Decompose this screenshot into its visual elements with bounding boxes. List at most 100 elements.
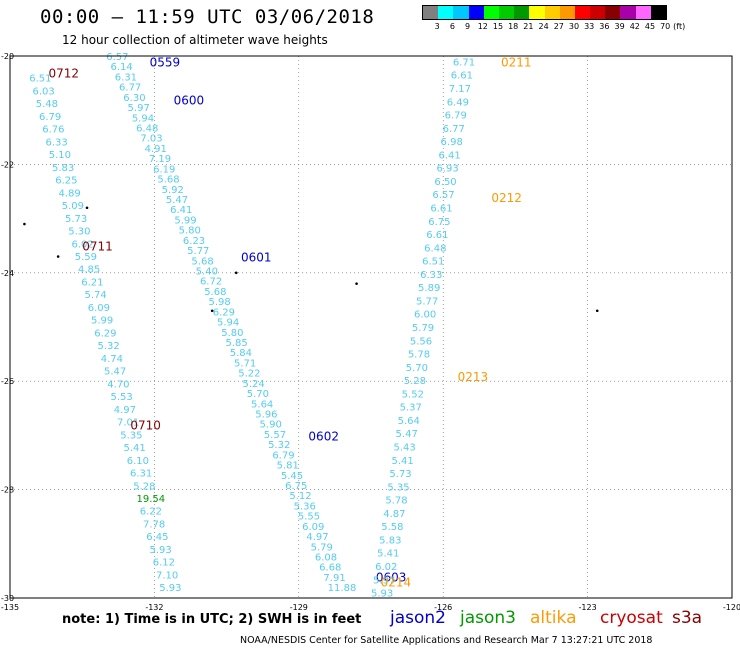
- scale-label: 27: [553, 22, 564, 31]
- scale-label: 33: [584, 22, 595, 31]
- track-time-label: 0559: [150, 55, 181, 69]
- wave-height-value: 7.10: [156, 570, 178, 581]
- wave-height-value: 5.64: [251, 399, 273, 410]
- wave-height-value: 6.77: [119, 83, 141, 94]
- wave-height-value: 6.00: [414, 310, 436, 321]
- lat-tick-label: -24: [1, 269, 14, 278]
- wave-height-value: 6.23: [183, 236, 205, 247]
- wave-height-value: 5.56: [410, 336, 432, 347]
- wave-height-value: 6.75: [428, 217, 450, 228]
- wave-height-value: 4.85: [78, 265, 100, 276]
- wave-height-value: 5.47: [104, 367, 126, 378]
- wave-height-value: 5.70: [247, 389, 269, 400]
- legend-cryosat: cryosat: [600, 608, 663, 628]
- island-marker: [56, 255, 60, 258]
- wave-height-value: 4.91: [145, 144, 167, 155]
- wave-height-value: 6.08: [315, 553, 337, 564]
- wave-height-value: 6.50: [434, 177, 456, 188]
- wave-height-value: 4.97: [306, 532, 328, 543]
- wave-height-value: 6.10: [127, 456, 149, 467]
- scale-swatch-10: [574, 6, 591, 19]
- wave-height-value: 5.37: [400, 403, 422, 414]
- scale-label: 36: [599, 22, 610, 31]
- scale-swatch-13: [620, 6, 636, 19]
- wave-height-value: 6.09: [302, 522, 324, 533]
- scale-swatch-4: [483, 6, 499, 19]
- wave-height-value: 5.71: [234, 358, 256, 369]
- wave-height-value: 6.72: [200, 277, 222, 288]
- scale-label: 12: [477, 22, 488, 31]
- wave-height-value: 6.79: [39, 112, 61, 123]
- track-time-label: 0600: [174, 93, 205, 107]
- track-time-label: 0602: [308, 429, 339, 443]
- wave-height-value: 6.02: [375, 562, 397, 573]
- wave-height-value: 5.73: [65, 214, 87, 225]
- wave-height-value: 5.57: [264, 430, 286, 441]
- wave-height-value: 5.83: [52, 163, 74, 174]
- wave-height-value: 6.41: [170, 205, 192, 216]
- lat-tick-label: -26: [1, 377, 14, 386]
- scale-label: 39: [614, 22, 625, 31]
- scale-label: (ft): [673, 22, 686, 31]
- wave-height-value: 5.96: [255, 410, 277, 421]
- wave-height-value: 5.32: [268, 440, 290, 451]
- island-marker: [234, 271, 238, 275]
- island-marker: [355, 282, 358, 285]
- wave-height-value: 6.09: [88, 303, 110, 314]
- wave-height-value: 7.19: [149, 154, 171, 165]
- lon-tick-label: -132: [145, 603, 163, 612]
- wave-height-value: 6.61: [426, 230, 448, 241]
- lat-tick-label: -30: [1, 594, 14, 603]
- footnote: note: 1) Time is in UTC; 2) SWH is in fe…: [62, 612, 362, 627]
- wave-height-value: 6.61: [430, 203, 452, 214]
- wave-height-value: 5.36: [294, 501, 316, 512]
- wave-height-value: 5.35: [120, 430, 142, 441]
- wave-height-value: 5.53: [110, 392, 132, 403]
- lon-tick-label: -129: [290, 603, 308, 612]
- wave-height-value: 6.41: [439, 150, 461, 161]
- wave-height-value: 7.03: [140, 134, 162, 145]
- wave-height-value: 6.68: [319, 563, 341, 574]
- scale-label: 70: [660, 22, 671, 31]
- wave-height-value: 5.79: [412, 323, 434, 334]
- wave-height-value: 5.70: [406, 363, 428, 374]
- track-time-label: 0710: [130, 419, 161, 433]
- wave-height-value: 6.45: [146, 532, 168, 543]
- wave-height-value: 5.93: [159, 583, 181, 594]
- wave-height-value: 5.30: [68, 227, 90, 238]
- wave-height-value: 5.90: [260, 420, 282, 431]
- wave-height-value: 6.48: [424, 243, 446, 254]
- wave-height-value: 5.59: [75, 252, 97, 263]
- wave-height-value: 6.75: [285, 481, 307, 492]
- legend-altika: altika: [530, 608, 577, 628]
- wave-height-value: 5.45: [281, 471, 303, 482]
- scale-swatch-12: [605, 6, 621, 19]
- scale-swatch-7: [529, 6, 545, 19]
- scale-label: 9: [465, 22, 471, 31]
- scale-swatch-3: [468, 6, 484, 19]
- wave-height-value: 6.48: [136, 124, 158, 135]
- map-frame: [9, 55, 733, 599]
- scale-swatch-2: [453, 6, 469, 19]
- wave-height-value: 6.22: [140, 507, 162, 518]
- scale-swatch-8: [544, 6, 560, 19]
- wave-height-value: 6.19: [153, 164, 175, 175]
- wave-height-value: 19.54: [136, 494, 165, 505]
- wave-height-value: 5.47: [166, 195, 188, 206]
- wave-height-value: 7.01: [117, 418, 139, 429]
- wave-height-value: 5.93: [371, 589, 393, 600]
- wave-height-value: 6.93: [436, 164, 458, 175]
- wave-height-value: 6.02: [71, 239, 93, 250]
- wave-height-value: 5.85: [225, 338, 247, 349]
- scale-label: 45: [644, 22, 656, 31]
- wave-height-value: 6.51: [422, 257, 444, 268]
- wave-height-value: 5.94: [217, 318, 239, 329]
- scale-swatch-1: [438, 6, 454, 19]
- wave-height-value: 6.61: [451, 71, 473, 82]
- wave-height-value: 4.89: [58, 188, 80, 199]
- wave-height-value: 5.89: [418, 283, 440, 294]
- wave-height-value: 5.52: [402, 389, 424, 400]
- scale-swatch-6: [514, 6, 530, 19]
- wave-height-value: 5.99: [91, 316, 113, 327]
- wave-height-value: 5.78: [408, 350, 430, 361]
